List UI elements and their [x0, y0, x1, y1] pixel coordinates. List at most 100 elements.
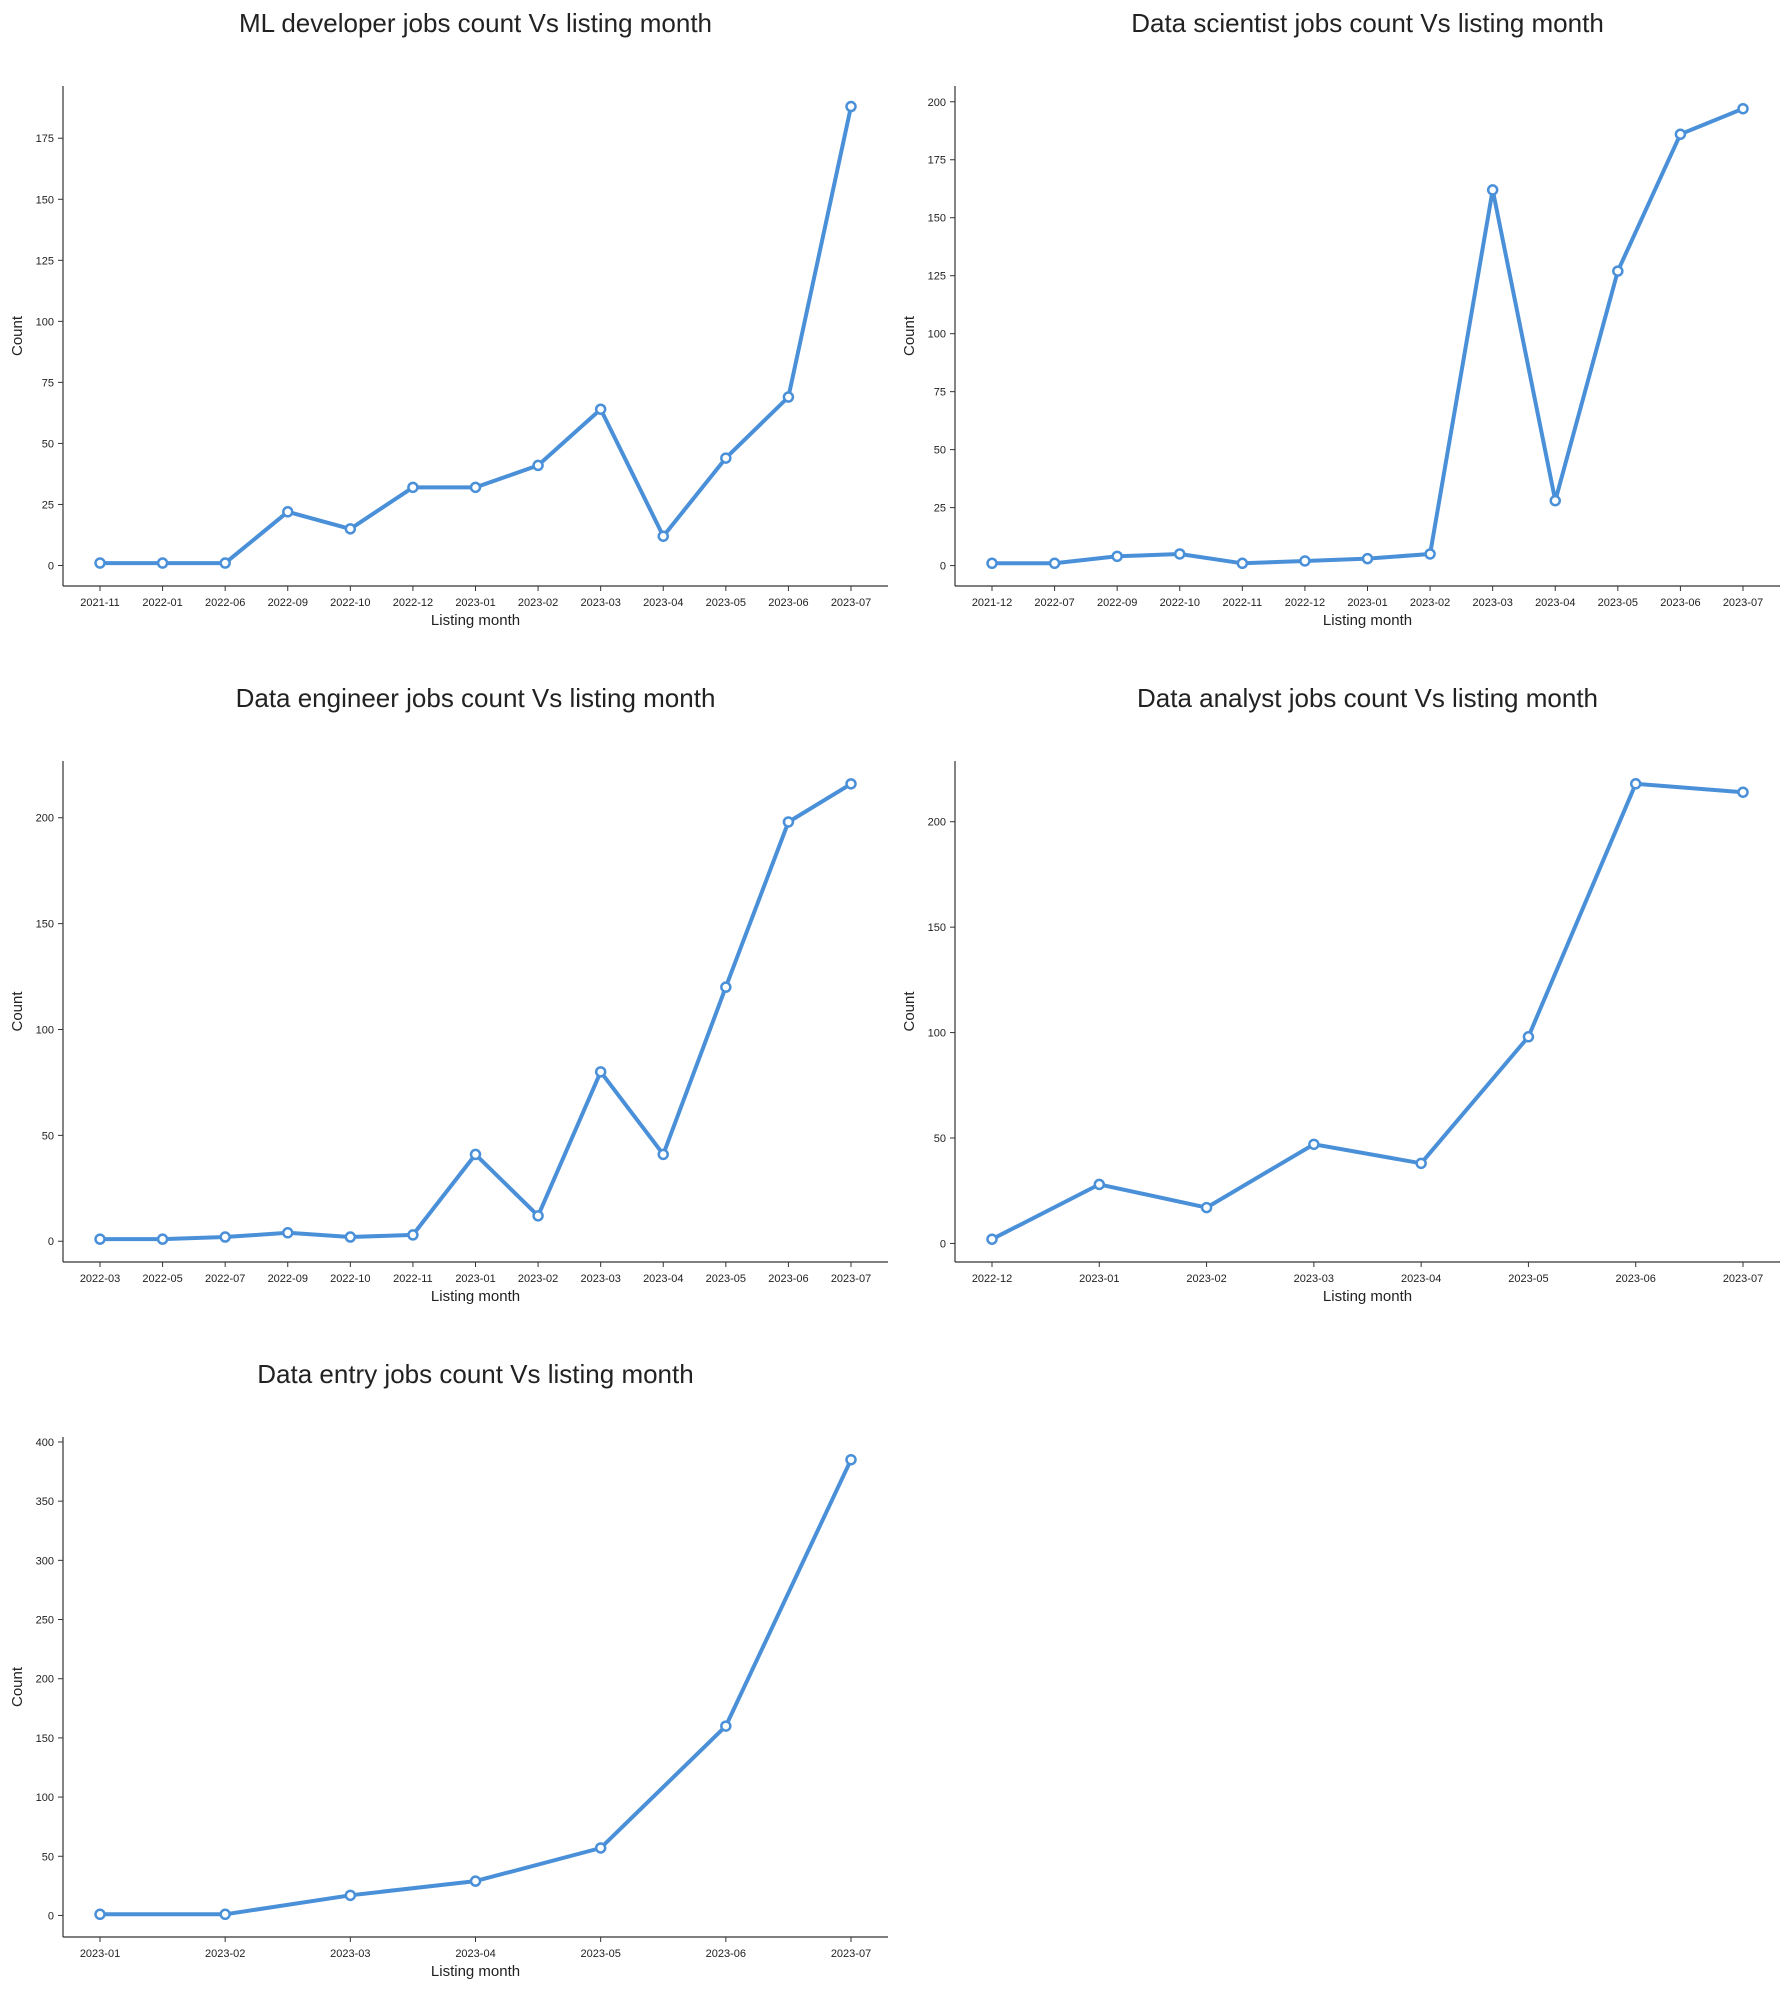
data-point: [1111, 550, 1123, 563]
x-tick-label: 2022-09: [268, 597, 308, 609]
data-point: [720, 1720, 732, 1732]
x-tick-label: 2023-03: [580, 1273, 620, 1285]
y-tick-label: 150: [36, 1733, 54, 1745]
data-point: [1048, 557, 1061, 570]
data-point: [986, 557, 998, 570]
x-tick-label: 2022-10: [330, 597, 370, 609]
y-axis-label: Count: [901, 315, 918, 356]
data-point: [1299, 555, 1311, 567]
data-point: [1674, 128, 1687, 140]
y-tick-label: 300: [36, 1555, 54, 1567]
data-point: [156, 557, 169, 569]
data-point: [94, 557, 106, 569]
series-line: [98, 781, 853, 1242]
x-tick-label: 2022-11: [393, 1273, 433, 1285]
y-tick-label: 50: [42, 438, 54, 450]
x-tick-label: 2023-01: [1347, 597, 1387, 609]
y-tick-label: 175: [928, 155, 946, 167]
chart-title: Data scientist jobs count Vs listing mon…: [1131, 8, 1604, 38]
data-point: [1308, 1138, 1320, 1151]
y-tick-label: 100: [36, 1024, 54, 1036]
chart-2: Data scientist jobs count Vs listing mon…: [901, 8, 1780, 629]
data-point: [94, 1233, 106, 1245]
x-tick-label: 2023-04: [643, 1273, 683, 1285]
y-tick-label: 175: [36, 133, 54, 145]
x-tick-label: 2023-05: [580, 1948, 620, 1960]
x-tick-label: 2023-07: [1723, 597, 1763, 609]
data-point: [845, 1453, 857, 1466]
x-tick-label: 2022-12: [1285, 597, 1325, 609]
y-tick-label: 100: [928, 329, 946, 341]
y-tick-label: 50: [42, 1130, 54, 1142]
data-point: [219, 1908, 231, 1921]
data-point: [344, 1889, 357, 1902]
x-tick-label: 2023-03: [330, 1948, 370, 1960]
data-point: [532, 1210, 544, 1222]
x-tick-label: 2022-09: [268, 1273, 308, 1285]
x-tick-label: 2023-02: [518, 597, 558, 609]
data-point: [344, 523, 357, 535]
series-line: [98, 1457, 853, 1917]
y-tick-label: 100: [928, 1028, 946, 1040]
data-point: [469, 1875, 482, 1887]
data-point: [1629, 778, 1642, 790]
x-tick-label: 2023-03: [1294, 1273, 1334, 1285]
data-point: [1737, 786, 1749, 798]
x-tick-label: 2023-07: [831, 597, 871, 609]
x-tick-label: 2023-06: [768, 1273, 808, 1285]
data-point: [282, 506, 294, 518]
data-point: [720, 452, 732, 464]
data-point: [532, 459, 544, 472]
x-axis-label: Listing month: [431, 1963, 520, 1980]
data-point: [1737, 102, 1749, 115]
data-point: [782, 816, 795, 828]
x-axis-label: Listing month: [1323, 1288, 1412, 1305]
data-point: [1612, 265, 1624, 277]
x-tick-label: 2022-07: [1034, 597, 1074, 609]
y-tick-label: 400: [36, 1437, 54, 1449]
x-tick-label: 2023-07: [831, 1273, 871, 1285]
series-line: [990, 781, 1745, 1242]
series-line: [990, 106, 1745, 566]
x-tick-label: 2023-05: [1508, 1273, 1548, 1285]
x-tick-label: 2023-03: [1472, 597, 1512, 609]
x-tick-label: 2023-07: [1723, 1273, 1763, 1285]
x-tick-label: 2023-07: [831, 1948, 871, 1960]
y-tick-label: 25: [934, 503, 946, 515]
data-point: [845, 778, 857, 790]
x-tick-label: 2023-05: [706, 1273, 746, 1285]
x-tick-label: 2023-01: [1079, 1273, 1119, 1285]
chart-3: Data engineer jobs count Vs listing mont…: [9, 683, 888, 1305]
data-point: [1174, 548, 1186, 560]
chart-4: Data analyst jobs count Vs listing month…: [901, 683, 1780, 1305]
y-tick-label: 150: [36, 919, 54, 931]
data-point: [282, 1227, 294, 1239]
data-point: [469, 481, 482, 494]
data-point: [594, 403, 607, 415]
x-axis-label: Listing month: [431, 612, 520, 629]
y-tick-label: 0: [940, 1238, 946, 1250]
x-tick-label: 2022-11: [1223, 597, 1263, 609]
y-tick-label: 125: [36, 255, 54, 267]
x-tick-label: 2023-01: [455, 597, 495, 609]
x-tick-label: 2023-04: [1535, 597, 1575, 609]
series-line: [98, 104, 853, 566]
x-tick-label: 2023-04: [455, 1948, 495, 1960]
data-point: [94, 1908, 106, 1921]
x-tick-label: 2021-11: [80, 597, 120, 609]
x-tick-label: 2023-06: [706, 1948, 746, 1960]
y-tick-label: 50: [42, 1851, 54, 1863]
x-tick-label: 2022-03: [80, 1273, 120, 1285]
y-tick-label: 200: [36, 1674, 54, 1686]
chart-title: Data engineer jobs count Vs listing mont…: [236, 683, 716, 713]
x-tick-label: 2023-06: [1660, 597, 1700, 609]
chart-5: Data entry jobs count Vs listing month 0 5…: [9, 1359, 888, 1980]
y-tick-label: 250: [36, 1615, 54, 1627]
x-tick-label: 2022-01: [142, 597, 182, 609]
chart-title: ML developer jobs count Vs listing month: [239, 8, 712, 38]
x-tick-label: 2022-09: [1097, 597, 1137, 609]
x-tick-label: 2022-05: [142, 1273, 182, 1285]
x-axis-label: Listing month: [431, 1288, 520, 1305]
y-tick-label: 200: [36, 813, 54, 825]
